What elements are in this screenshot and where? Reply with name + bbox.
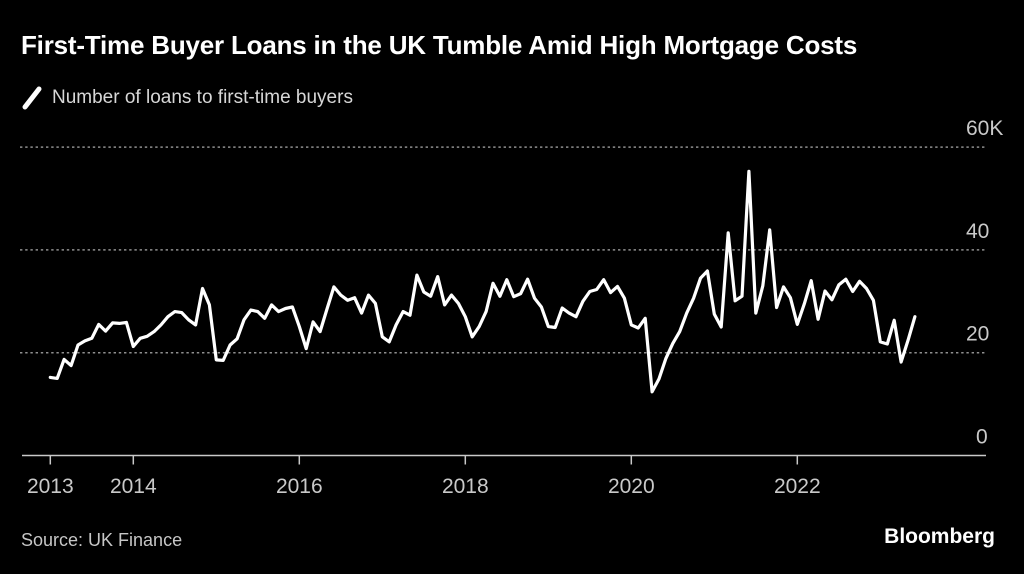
series-line: [48, 169, 917, 394]
y-tick-label: 0: [976, 426, 988, 449]
x-tick-label: 2013: [27, 475, 74, 498]
x-tick-label: 2016: [276, 475, 323, 498]
legend-series-label: Number of loans to first-time buyers: [52, 87, 353, 108]
y-tick-label: 40: [966, 220, 989, 243]
x-tick-label: 2022: [774, 475, 821, 498]
x-tick-label: 2014: [110, 475, 157, 498]
x-tick-label: 2020: [608, 475, 655, 498]
bloomberg-logo: Bloomberg: [884, 525, 995, 548]
chart-title: First-Time Buyer Loans in the UK Tumble …: [21, 30, 858, 60]
y-tick-label: 20: [966, 323, 989, 346]
y-tick-label: 60K: [966, 117, 1003, 140]
source-label: Source: UK Finance: [21, 530, 183, 550]
diagonal-line-icon: [22, 86, 42, 110]
legend: Number of loans to first-time buyers: [22, 85, 353, 111]
x-tick-label: 2018: [442, 475, 489, 498]
